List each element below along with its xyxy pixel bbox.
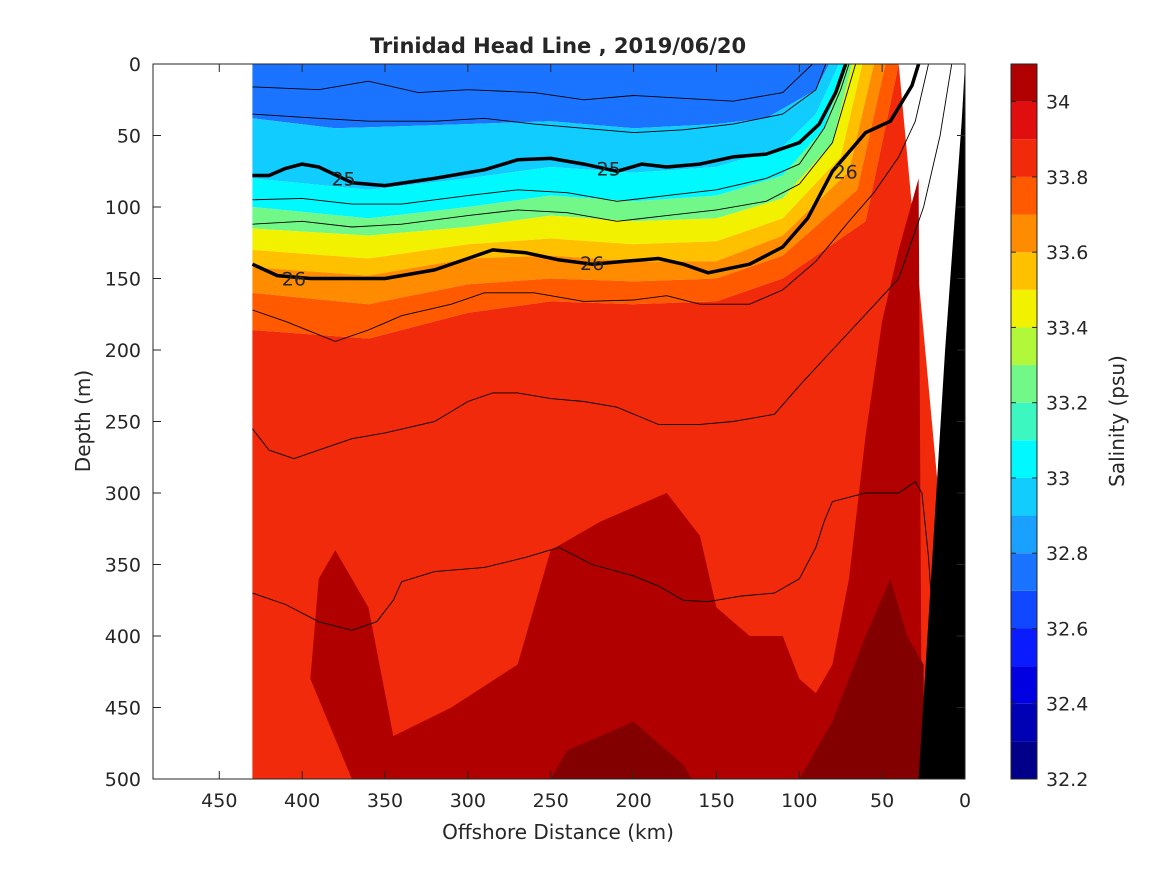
contour-label-26: 26 [580, 253, 604, 275]
colorbar: 34 33.8 33.6 33.4 33.2 33 32.8 32.6 32.4 32.2 [1010, 63, 1088, 791]
colorbar-level-18 [1011, 64, 1037, 102]
salinity-band-3 [252, 64, 853, 236]
colorbar-level-2 [1011, 666, 1037, 704]
colorbar-level-13 [1011, 252, 1037, 290]
y-axis: 0 50 100 150 200 250 300 350 400 450 500 [105, 54, 965, 791]
x-tick-label: 250 [533, 790, 569, 812]
x-tick-label: 350 [367, 790, 403, 812]
thin-contour-6 [252, 480, 933, 631]
y-tick-label: 0 [129, 54, 141, 76]
colorbar-tick-label: 32.4 [1046, 694, 1088, 716]
thin-contour-2 [252, 64, 850, 205]
contour-label-26: 26 [282, 269, 306, 291]
x-tick-label: 100 [781, 790, 817, 812]
salinity-band-4 [252, 64, 863, 259]
colorbar-tick-label: 32.2 [1046, 769, 1088, 791]
y-tick-label: 100 [105, 197, 141, 219]
colorbar-tick-label: 33.8 [1046, 167, 1088, 189]
density-contours [251, 64, 953, 631]
colorbar-level-6 [1011, 515, 1037, 554]
x-tick-label: 0 [959, 790, 971, 812]
colorbar-tick-label: 33.2 [1046, 393, 1088, 415]
colorbar-label: Salinity (psu) [1105, 355, 1129, 487]
x-tick-label: 200 [615, 790, 651, 812]
y-tick-label: 200 [105, 340, 141, 362]
thin-contour-4 [252, 64, 929, 342]
colorbar-level-11 [1011, 327, 1037, 366]
chart-title: Trinidad Head Line , 2019/06/20 [370, 34, 746, 58]
high-salinity-region-1 [550, 721, 692, 779]
colorbar-level-16 [1011, 139, 1037, 177]
colorbar-level-14 [1011, 214, 1037, 253]
thin-contour-5 [252, 64, 953, 460]
thin-contour-1 [252, 64, 827, 134]
y-tick-label: 350 [105, 555, 141, 577]
colorbar-level-1 [1011, 703, 1037, 742]
salinity-band-1 [252, 64, 840, 190]
y-tick-label: 50 [117, 126, 141, 148]
thin-contour-3 [252, 64, 857, 228]
x-tick-label: 300 [450, 790, 486, 812]
colorbar-tick-label: 33 [1046, 468, 1070, 490]
sigma-contour-25 [252, 64, 848, 188]
y-tick-label: 250 [105, 412, 141, 434]
x-tick-label: 450 [201, 790, 237, 812]
contour-label-26: 26 [834, 161, 858, 183]
high-salinity-region-2 [799, 578, 924, 779]
colorbar-tick-label: 33.4 [1046, 317, 1088, 339]
contour-label-25: 25 [331, 168, 355, 190]
x-axis: 450 400 350 300 250 200 150 100 50 0 [201, 64, 971, 812]
colorbar-level-5 [1011, 553, 1037, 591]
seafloor-mask [918, 64, 965, 779]
y-tick-label: 150 [105, 269, 141, 291]
colorbar-level-4 [1011, 590, 1037, 629]
colorbar-level-15 [1011, 176, 1037, 215]
thin-contour-0 [252, 64, 813, 102]
salinity-band-0 [252, 64, 965, 129]
colorbar-level-0 [1011, 741, 1037, 779]
colorbar-tick-label: 32.8 [1046, 543, 1088, 565]
colorbar-tick-label: 33.6 [1046, 242, 1088, 264]
x-tick-label: 400 [284, 790, 320, 812]
colorbar-frame [1010, 63, 1038, 780]
salinity-band-8 [252, 64, 965, 779]
salinity-band-7 [252, 64, 899, 339]
y-tick-label: 300 [105, 483, 141, 505]
contour-labels: 25 25 26 26 26 [282, 158, 858, 291]
colorbar-level-17 [1011, 101, 1037, 140]
colorbar-level-10 [1011, 365, 1037, 403]
y-tick-label: 400 [105, 626, 141, 648]
y-tick-label: 450 [105, 698, 141, 720]
x-tick-label: 50 [870, 790, 894, 812]
colorbar-tick-label: 34 [1046, 92, 1070, 114]
sigma-contour-26 [251, 64, 921, 281]
x-tick-label: 150 [698, 790, 734, 812]
colorbar-level-3 [1011, 628, 1037, 667]
colorbar-level-9 [1011, 402, 1037, 441]
colorbar-level-12 [1011, 289, 1037, 328]
colorbar-level-7 [1011, 477, 1037, 516]
salinity-band-2 [252, 64, 846, 219]
colorbar-tick-label: 32.6 [1046, 618, 1088, 640]
y-tick-label: 500 [105, 769, 141, 791]
colorbar-level-8 [1011, 440, 1037, 478]
y-axis-label: Depth (m) [71, 370, 95, 472]
contour-label-25: 25 [597, 158, 621, 180]
x-axis-label: Offshore Distance (km) [442, 820, 674, 844]
